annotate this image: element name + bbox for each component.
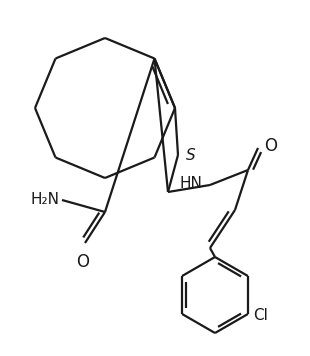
Text: S: S: [186, 147, 196, 162]
Text: Cl: Cl: [253, 309, 268, 324]
Text: O: O: [264, 137, 277, 155]
Text: H₂N: H₂N: [30, 193, 59, 208]
Text: HN: HN: [179, 176, 202, 190]
Text: O: O: [77, 253, 90, 271]
